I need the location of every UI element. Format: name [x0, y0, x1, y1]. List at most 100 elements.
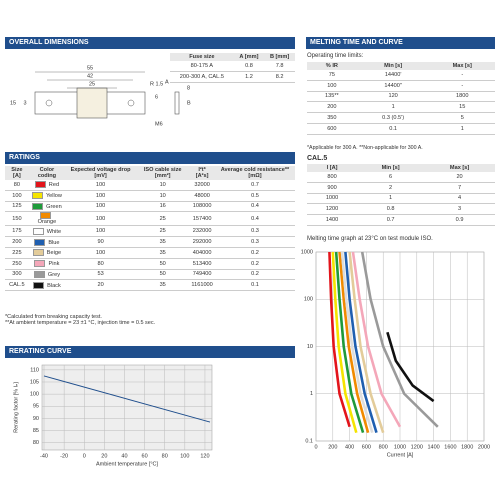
- row: 175 White 100 25 232000 0.3: [5, 225, 295, 238]
- cell: 200-300 A, CAL.5: [170, 71, 234, 83]
- rerating-chart: 80 85 90 95 100 105 110 -40 -20 0 20 40 60 80 100 120 Am…: [13, 364, 213, 467]
- cell-text: White: [46, 228, 62, 235]
- cell: 35: [136, 247, 190, 259]
- cell: Grey: [28, 269, 66, 281]
- cell-text: 7.8: [275, 62, 284, 69]
- cell: CAL.5: [5, 279, 29, 292]
- cell: 25: [136, 225, 190, 238]
- cell: 1800: [429, 91, 495, 103]
- cell: 0.2: [214, 269, 295, 281]
- curve: [43, 375, 211, 423]
- cell-text: 120: [388, 93, 398, 100]
- cell-text: Black: [47, 282, 61, 289]
- color-swatch: [33, 270, 45, 278]
- cell: 0.3: [214, 225, 295, 238]
- cell-text: 0.2: [251, 271, 259, 278]
- cell-text: 35: [159, 239, 166, 246]
- cell-text: 600: [327, 125, 337, 132]
- cell-text: 404000: [192, 249, 212, 256]
- cell: Red: [28, 180, 66, 191]
- header-cell: Color coding: [28, 166, 66, 180]
- cell-text: 0.3: [251, 228, 259, 235]
- cell: 80-175 A: [170, 61, 234, 72]
- cell: 125: [5, 201, 29, 213]
- cell-text: 16: [159, 203, 166, 210]
- cell: -: [429, 80, 495, 92]
- x-tick-label: 80: [162, 453, 168, 459]
- cell-text: 0.3 (0.5'): [382, 115, 405, 122]
- x-tick-label: 1800: [461, 444, 473, 450]
- y-tick-label: 85: [33, 428, 39, 434]
- curve: [348, 251, 385, 434]
- cell: 100: [65, 225, 137, 238]
- dimension-label: R 1.5: [150, 81, 163, 87]
- dimension-drawing: 55 42 25 R 1.5 6 15 3 M6 A B 8: [10, 65, 191, 127]
- header-cell: Size [A]: [5, 166, 29, 180]
- x-tick-label: 40: [121, 453, 127, 459]
- cell: 14400': [356, 70, 430, 81]
- x-tick-label: 800: [379, 444, 388, 450]
- cell-text: Pink: [48, 261, 60, 268]
- y-tick-label: 100: [304, 297, 313, 303]
- cell: 120: [356, 91, 430, 103]
- row: 150 Orange 100 25 157400 0.4: [5, 211, 295, 227]
- row: 200 1 15: [307, 101, 495, 114]
- cell: 250: [5, 258, 29, 270]
- cell: 135**: [307, 91, 357, 103]
- cell: 20: [65, 279, 137, 292]
- cell: Beige: [28, 247, 66, 259]
- cell-text: 35: [159, 249, 166, 256]
- cell: 80: [65, 258, 137, 270]
- row: 80 Red 100 10 32000 0.7: [5, 180, 295, 191]
- row: 135** 120 1800: [307, 91, 495, 103]
- cell-text: 53: [97, 271, 104, 278]
- row: 75 14400' -: [307, 70, 495, 81]
- note: *Applicable for 300 A. **Non-applicable …: [307, 145, 423, 151]
- cell: 14400": [356, 80, 430, 92]
- cell: 100: [65, 201, 137, 213]
- cell: 0.1: [356, 123, 430, 135]
- cell-text: 75: [328, 71, 335, 78]
- cell: Black: [28, 279, 66, 292]
- plot-area: [41, 364, 213, 451]
- cell: 0.1: [214, 279, 295, 292]
- cell-text: 1: [460, 125, 464, 132]
- cell-text: 0.1: [251, 282, 259, 289]
- row: 200 Blue 90 35 292000 0.3: [5, 236, 295, 248]
- cell-text: 5: [460, 115, 464, 122]
- cell-text: 0.8: [245, 62, 253, 69]
- cell: 900: [307, 182, 358, 194]
- header-cell: I [A]: [307, 164, 358, 172]
- cell: 1.2: [233, 71, 265, 83]
- y-axis-label: Rerating factor [% Iₙ]: [13, 382, 19, 433]
- row: 125 Green 100 16 108000 0.4: [5, 201, 295, 213]
- cell: 100: [5, 190, 29, 202]
- cell: 0.9: [424, 214, 495, 226]
- cell-text: Blue: [48, 239, 60, 246]
- cell: 1: [357, 193, 425, 205]
- x-tick-label: 1200: [411, 444, 423, 450]
- cell: 1: [429, 123, 495, 135]
- curve: [360, 251, 439, 428]
- cell-text: 7: [458, 184, 462, 191]
- cell-text: 0.7: [386, 217, 395, 224]
- x-tick-label: 400: [345, 444, 354, 450]
- cell: 100: [65, 247, 137, 259]
- cell: 0.4: [214, 211, 295, 227]
- cell-text: 1161000: [191, 282, 213, 289]
- cell: 6: [357, 172, 425, 183]
- cell-text: 50: [159, 260, 166, 267]
- y-tick-label: 90: [33, 416, 39, 422]
- cell: 32000: [189, 180, 215, 191]
- note: **At ambient temperature = 23 ±1 °C, inj…: [5, 320, 156, 326]
- cell-text: 0.4: [251, 203, 259, 210]
- cell-text: 225: [12, 249, 22, 256]
- x-axis-label: Ambient temperature [°C]: [96, 461, 159, 467]
- row: 350 0.3 (0.5') 5: [307, 112, 495, 124]
- cell: 200: [307, 101, 357, 114]
- y-tick-label: 95: [33, 404, 39, 410]
- cell: 1: [356, 101, 430, 114]
- curve: [340, 251, 374, 434]
- cell-text: 100: [95, 228, 106, 235]
- row: 250 Pink 80 50 513400 0.2: [5, 258, 295, 270]
